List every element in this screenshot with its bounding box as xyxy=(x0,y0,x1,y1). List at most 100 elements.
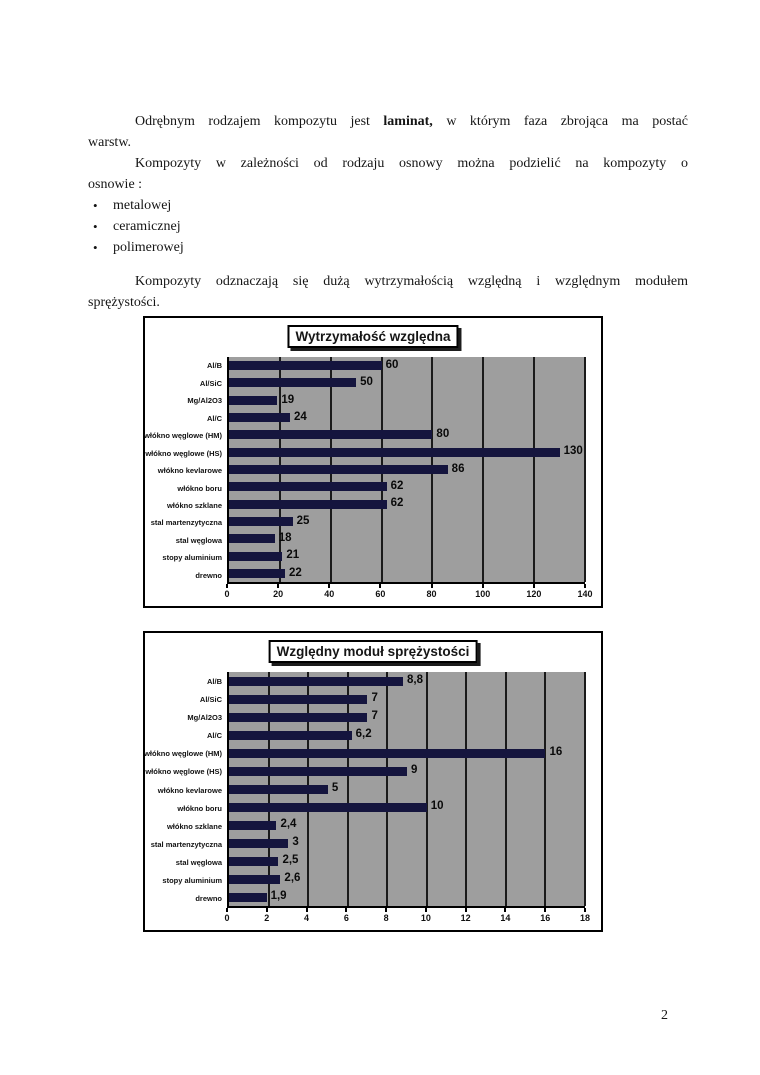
bar-row: 50 xyxy=(229,374,585,391)
bar xyxy=(229,712,368,722)
bar-value-label: 86 xyxy=(451,462,465,475)
bar-value-label: 22 xyxy=(288,566,302,579)
document-body-text: Odrębnym rodzajem kompozytu jest laminat… xyxy=(88,111,688,313)
bar xyxy=(229,766,407,776)
category-label: Al/B xyxy=(207,676,222,686)
bullet-label: metalowej xyxy=(113,198,172,213)
bar-row: 9 xyxy=(229,762,585,780)
bar-value-label: 9 xyxy=(411,764,418,777)
x-axis-tick-mark xyxy=(430,584,433,588)
x-axis-tick-label: 14 xyxy=(500,913,511,923)
bar-row: 60 xyxy=(229,357,585,374)
bar-value-label: 16 xyxy=(549,746,563,759)
bar-row: 22 xyxy=(229,565,585,582)
category-label: Al/SiC xyxy=(199,378,222,388)
bar-row: 3 xyxy=(229,834,585,852)
bar-row: 19 xyxy=(229,392,585,409)
bar-value-label: 8,8 xyxy=(407,674,424,687)
x-axis-tick-mark xyxy=(584,584,586,588)
gridline xyxy=(386,672,389,906)
paragraph-1-line-1: Odrębnym rodzajem kompozytu jest laminat… xyxy=(88,111,688,132)
bar xyxy=(229,430,433,440)
category-label: włókno węglowe (HS) xyxy=(145,767,222,777)
bar xyxy=(229,568,285,578)
bar-value-label: 60 xyxy=(385,358,399,371)
category-axis: Al/B Al/SiC Mg/Al2O3 Al/C włókno węglowe (HM… xyxy=(144,357,227,602)
bar xyxy=(229,499,387,509)
category-label: włókno węglowe (HS) xyxy=(145,448,222,458)
category-label: włókno szklane xyxy=(166,821,222,831)
bar-value-label: 1,9 xyxy=(270,890,287,903)
paragraph-1-post: w którym faza zbrojąca ma postać xyxy=(432,114,688,129)
x-axis-tick-label: 0 xyxy=(224,913,230,923)
gridline xyxy=(544,672,547,906)
category-label: drewno xyxy=(195,570,222,580)
x-axis-tick-label: 0 xyxy=(224,589,230,599)
bar xyxy=(229,516,293,526)
x-axis-tick-label: 16 xyxy=(540,913,551,923)
x-axis-tick-mark xyxy=(481,584,484,588)
plot-wrap: 60 50 19 24 80 130 86 62 62 25 18 21 22 0 20 40 60 80 100… xyxy=(224,357,593,602)
x-axis: 0 2 4 6 8 10 12 14 16 18 xyxy=(224,908,590,926)
paragraph-1-pre: Odrębnym rodzajem kompozytu jest xyxy=(135,114,384,129)
bar-row: 8,8 xyxy=(229,672,585,690)
bar-value-label: 2,5 xyxy=(282,854,299,867)
gridline xyxy=(504,672,507,906)
bar-value-label: 5 xyxy=(331,782,339,795)
bar-row: 18 xyxy=(229,530,585,547)
category-label: Al/C xyxy=(207,731,222,741)
gridline xyxy=(425,672,428,906)
gridline xyxy=(482,357,485,582)
plot-area: 60 50 19 24 80 130 86 62 62 25 18 21 22 xyxy=(227,357,586,584)
category-label: Al/B xyxy=(207,361,222,371)
bullet-item-polimerowej: • polimerowej xyxy=(88,237,688,258)
category-label: włókno kevlarowe xyxy=(157,466,222,476)
bar xyxy=(229,802,427,812)
bar-value-label: 130 xyxy=(563,445,583,458)
bar xyxy=(229,361,382,371)
bar xyxy=(229,838,289,848)
category-label: Al/SiC xyxy=(199,694,222,704)
paragraph-2-line-2: osnowie : xyxy=(88,177,143,192)
bar-value-label: 25 xyxy=(296,514,310,527)
bar-value-label: 10 xyxy=(430,800,444,813)
plot-wrap: 8,8 7 7 6,2 16 9 5 10 2,4 3 2,5 2,6 1,9 0 2 4 6 8 10 12 14 1… xyxy=(224,672,590,926)
bar-row: 16 xyxy=(229,744,585,762)
category-label: Al/C xyxy=(207,413,222,423)
bar-value-label: 7 xyxy=(371,710,378,723)
bar xyxy=(229,856,279,866)
bar-row: 80 xyxy=(229,426,585,443)
bar xyxy=(229,874,281,884)
bar-value-label: 7 xyxy=(371,692,378,705)
bar-row: 10 xyxy=(229,798,585,816)
bar-value-label: 24 xyxy=(294,410,307,423)
paragraph-3-line-2: sprężystości. xyxy=(88,295,160,310)
bar-row: 62 xyxy=(229,478,585,495)
bar-value-label: 80 xyxy=(436,428,450,441)
category-label: stal węglowa xyxy=(175,535,222,545)
bar-row: 6,2 xyxy=(229,726,585,744)
category-label: włókno boru xyxy=(177,483,222,493)
x-axis-tick-label: 18 xyxy=(579,913,591,923)
bar xyxy=(229,482,387,492)
bar-row: 24 xyxy=(229,409,585,426)
x-axis-tick-label: 2 xyxy=(264,913,270,923)
bullet-list: • metalowej • ceramicznej • polimerowej xyxy=(88,195,688,258)
bar-row: 7 xyxy=(229,690,585,708)
x-axis-tick-label: 40 xyxy=(324,589,335,599)
bar xyxy=(229,748,546,758)
gridline xyxy=(584,357,586,582)
gridline xyxy=(584,672,586,906)
bar-value-label: 3 xyxy=(292,836,299,849)
x-axis-tick-mark xyxy=(305,908,308,912)
x-axis-tick-label: 60 xyxy=(375,589,386,599)
bar-row: 2,4 xyxy=(229,816,585,834)
x-axis: 0 20 40 60 80 100 120 140 xyxy=(224,584,593,602)
x-axis-tick-label: 6 xyxy=(343,913,349,923)
bar xyxy=(229,676,404,686)
bar xyxy=(229,892,267,902)
page-number: 2 xyxy=(661,1008,668,1023)
category-label: stal węglowa xyxy=(175,858,222,868)
x-axis-tick-mark xyxy=(584,908,586,912)
category-label: Mg/Al2O3 xyxy=(187,712,222,722)
